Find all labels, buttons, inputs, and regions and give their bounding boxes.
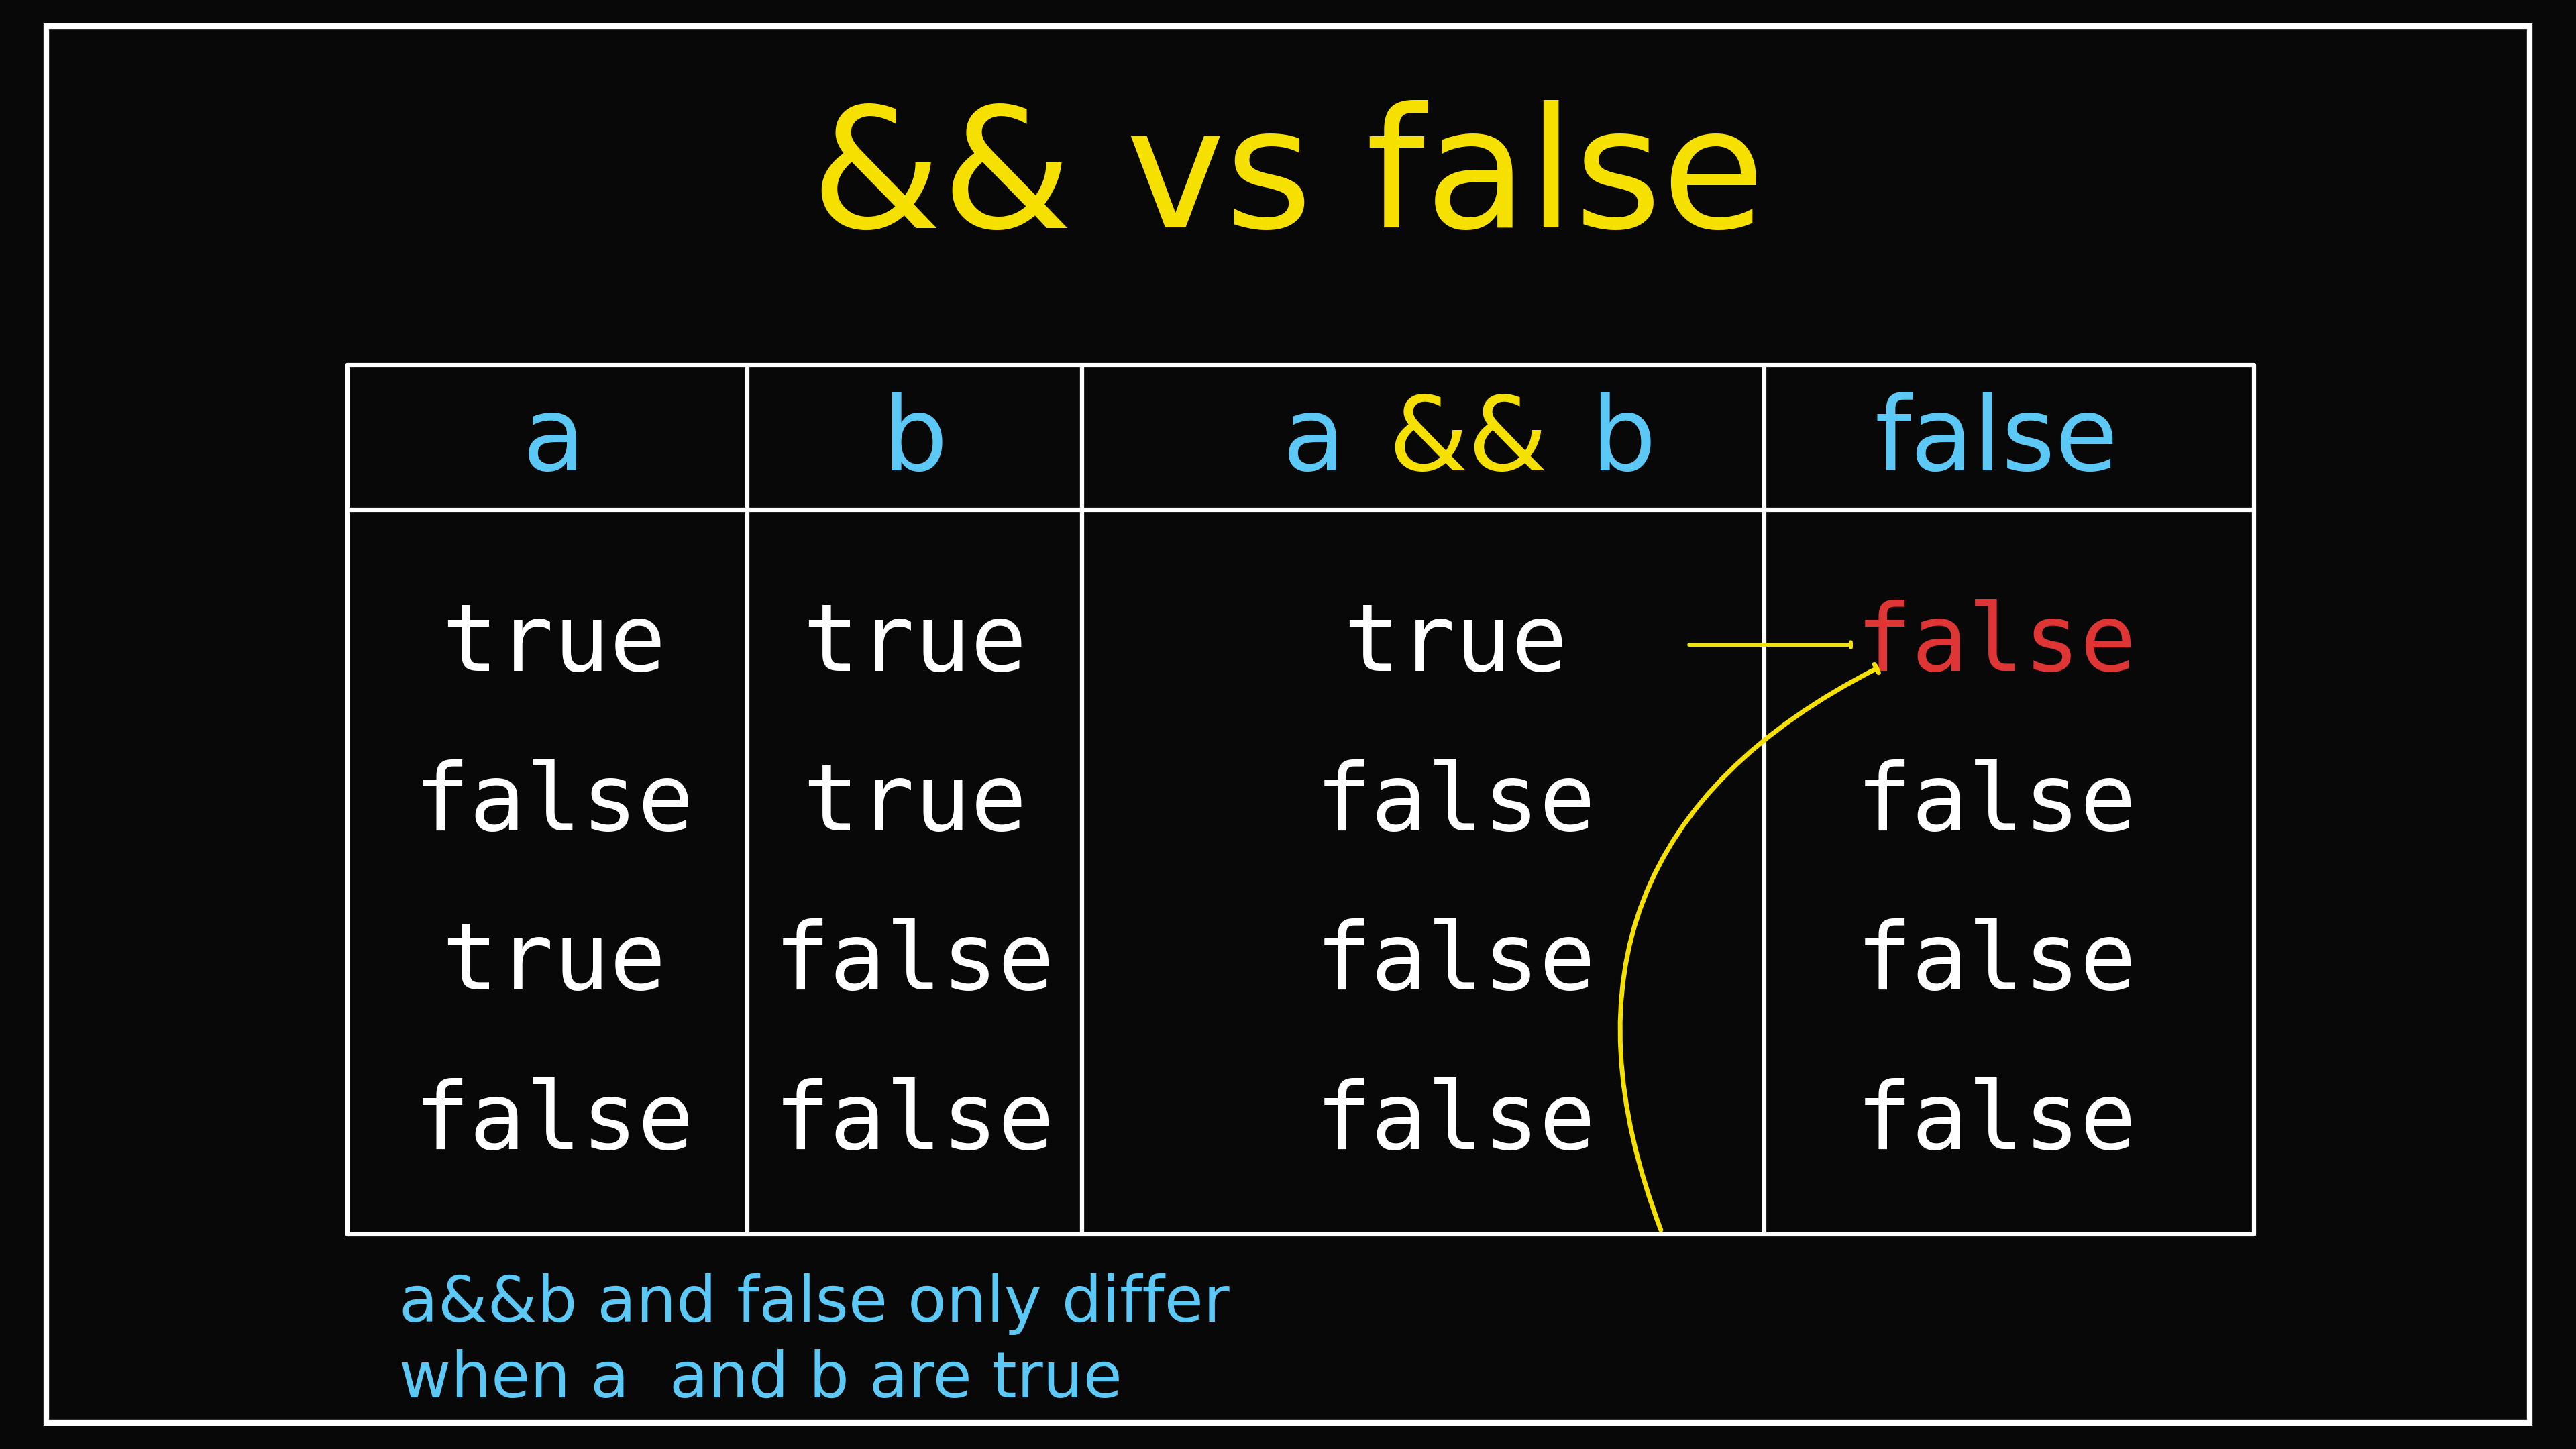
Text: false: false [1875, 393, 2117, 491]
Text: a: a [523, 393, 585, 491]
Text: true: true [1342, 600, 1569, 690]
Text: false: false [1857, 1078, 2136, 1168]
Text: false: false [415, 759, 693, 849]
Text: false: false [1316, 919, 1595, 1009]
Text: false: false [1857, 919, 2136, 1009]
Text: a&&b and false only differ: a&&b and false only differ [399, 1274, 1229, 1335]
Text: true: true [440, 919, 667, 1009]
Text: false: false [415, 1078, 693, 1168]
Text: when a  and b are true: when a and b are true [399, 1349, 1123, 1410]
Text: false: false [1857, 600, 2136, 690]
Text: false: false [775, 1078, 1054, 1168]
Text: a: a [1283, 393, 1345, 491]
Text: false: false [1316, 1078, 1595, 1168]
Text: b: b [1589, 393, 1656, 491]
Text: b: b [881, 393, 948, 491]
Text: false: false [1857, 759, 2136, 849]
Text: true: true [801, 759, 1028, 849]
Text: true: true [801, 600, 1028, 690]
Text: false: false [775, 919, 1054, 1009]
Text: &&: && [1388, 393, 1548, 491]
Text: false: false [1316, 759, 1595, 849]
Text: && vs false: && vs false [811, 100, 1765, 262]
Text: true: true [440, 600, 667, 690]
